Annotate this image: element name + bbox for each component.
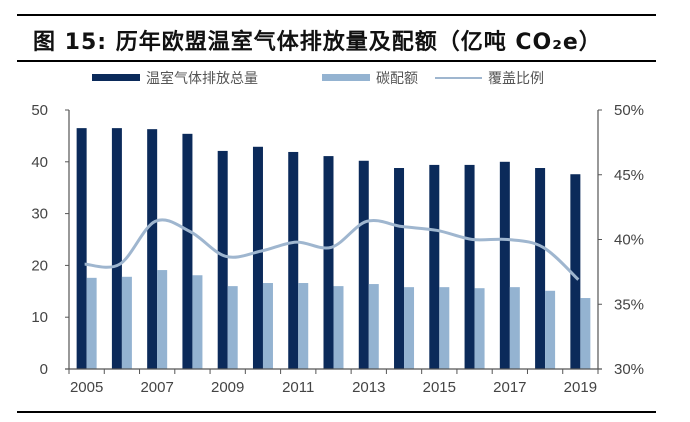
left-tick-label: 10 — [31, 309, 48, 326]
bar-allowance-2011 — [298, 283, 309, 369]
right-tick-label: 45% — [614, 167, 644, 184]
bar-emissions-2008 — [182, 133, 193, 369]
x-tick-label: 2013 — [352, 379, 385, 396]
bar-emissions-2015 — [429, 164, 440, 369]
left-tick-label: 20 — [31, 257, 48, 274]
bar-emissions-2014 — [394, 168, 405, 369]
bar-emissions-2011 — [288, 151, 299, 369]
bar-allowance-2018 — [545, 290, 556, 369]
legend-label-allowance: 碳配额 — [376, 71, 418, 87]
bar-allowance-2008 — [192, 275, 203, 369]
right-tick-label: 40% — [614, 232, 644, 249]
x-tick-label: 2005 — [70, 379, 103, 396]
bar-emissions-2007 — [147, 129, 158, 369]
bar-allowance-2013 — [368, 284, 379, 369]
bar-allowance-2010 — [262, 283, 273, 369]
bar-emissions-2006 — [111, 128, 122, 369]
right-tick-label: 35% — [614, 296, 644, 313]
x-tick-label: 2009 — [211, 379, 244, 396]
left-tick-label: 0 — [40, 361, 48, 378]
title-underline-rule — [17, 60, 656, 62]
bar-allowance-2005 — [86, 277, 97, 369]
bar-emissions-2012 — [323, 156, 334, 369]
bar-allowance-2017 — [509, 287, 520, 369]
line-coverage-ratio — [84, 218, 580, 281]
left-tick-label: 30 — [31, 206, 48, 223]
x-tick-label: 2015 — [423, 379, 456, 396]
bar-emissions-2019 — [570, 174, 581, 369]
bar-allowance-2006 — [121, 276, 132, 369]
bar-emissions-2005 — [76, 128, 87, 369]
legend-label-coverage: 覆盖比例 — [488, 71, 544, 87]
right-tick-label: 30% — [614, 361, 644, 378]
bar-emissions-2010 — [252, 146, 263, 369]
bar-emissions-2017 — [499, 161, 510, 369]
bar-allowance-2009 — [227, 286, 238, 369]
top-rule — [17, 14, 656, 16]
right-tick-label: 50% — [614, 102, 644, 119]
legend-swatch-allowance — [322, 74, 370, 81]
bar-allowance-2016 — [474, 288, 485, 369]
legend-swatch-emissions — [92, 74, 140, 81]
x-tick-label: 2011 — [282, 379, 314, 396]
bar-emissions-2013 — [358, 160, 369, 369]
bar-allowance-2007 — [157, 270, 168, 369]
left-tick-label: 50 — [31, 102, 48, 119]
figure-title: 图 15: 历年欧盟温室气体排放量及配额（亿吨 CO₂e） — [33, 30, 602, 55]
bar-allowance-2019 — [580, 298, 591, 369]
bar-emissions-2009 — [217, 150, 228, 369]
bar-emissions-2018 — [535, 168, 546, 369]
legend-label-emissions: 温室气体排放总量 — [146, 70, 258, 87]
bottom-rule — [17, 411, 656, 413]
bar-emissions-2016 — [464, 164, 475, 369]
bar-allowance-2012 — [333, 286, 344, 369]
x-tick-label: 2019 — [564, 379, 597, 396]
left-tick-label: 40 — [31, 154, 48, 171]
x-tick-label: 2017 — [493, 379, 526, 396]
x-tick-label: 2007 — [140, 379, 173, 396]
bar-allowance-2014 — [404, 287, 415, 369]
bar-allowance-2015 — [439, 287, 450, 369]
